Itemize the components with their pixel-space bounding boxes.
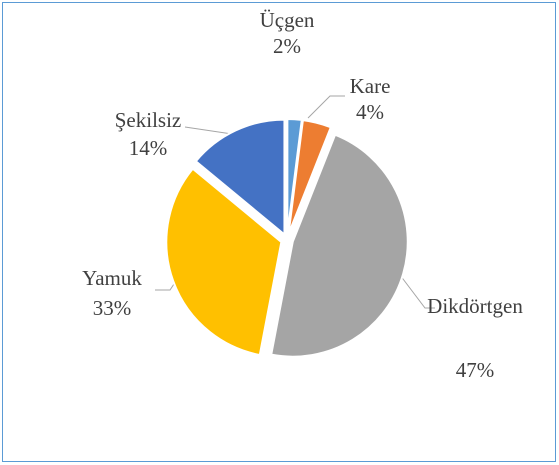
slice-value-label: 4% bbox=[356, 100, 384, 124]
slice-value-label: 47% bbox=[456, 358, 495, 382]
pie-slice bbox=[194, 118, 286, 237]
slice-value-label: 2% bbox=[273, 34, 301, 58]
pie-slice bbox=[165, 167, 283, 357]
slice-label: Şekilsiz bbox=[115, 108, 182, 132]
pie-slice bbox=[287, 118, 333, 235]
pie-slice bbox=[286, 118, 303, 235]
leader-line bbox=[184, 126, 233, 135]
slice-value-label: 14% bbox=[129, 136, 168, 160]
slice-label: Dikdörtgen bbox=[427, 294, 523, 318]
slice-value-label: 33% bbox=[93, 296, 132, 320]
slice-label: Üçgen bbox=[260, 8, 315, 32]
leader-line bbox=[399, 274, 435, 309]
slice-label: Yamuk bbox=[82, 266, 142, 290]
leader-line bbox=[307, 95, 345, 119]
pie-slice bbox=[270, 133, 409, 358]
slice-label: Kare bbox=[350, 74, 391, 98]
